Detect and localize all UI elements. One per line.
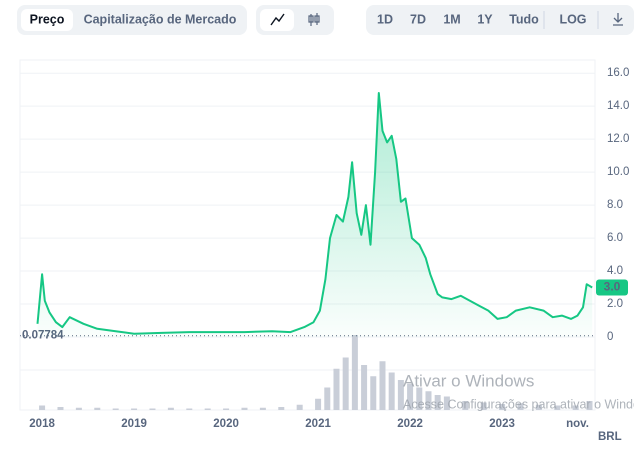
volume-bar: [241, 407, 248, 410]
y-tick-label: 0: [607, 331, 613, 343]
volume-bar: [554, 405, 561, 410]
volume-bar: [296, 404, 303, 410]
volume-bar: [388, 372, 395, 410]
volume-bar: [572, 405, 579, 410]
volume-bar: [204, 408, 211, 410]
x-tick-label: 2021: [305, 418, 331, 430]
candle-icon[interactable]: [308, 13, 320, 26]
current-label: 3.0: [604, 280, 621, 294]
volume-bar: [149, 408, 156, 410]
volume-bar: [499, 404, 506, 410]
volume-bar: [223, 408, 230, 410]
volume-bar: [259, 407, 266, 410]
y-tick-label: 12.0: [607, 133, 629, 145]
currency: BRL: [598, 431, 622, 443]
y-tick-label: 14.0: [607, 100, 629, 112]
volume-bar: [75, 407, 82, 410]
volume-bar: [186, 408, 193, 410]
range-group: [366, 5, 634, 35]
y-tick-label: 6.0: [607, 232, 623, 244]
volume-bar: [462, 401, 469, 410]
range-button[interactable]: 1M: [443, 12, 460, 26]
y-tick-label: 8.0: [607, 199, 623, 211]
price-area: [37, 93, 593, 337]
y-tick-label: 4.0: [607, 265, 623, 277]
volume-bar: [351, 335, 358, 410]
chart-frame: [19, 59, 596, 411]
x-tick-label: 2018: [29, 418, 55, 430]
watermark-title: Ativar o Windows: [403, 371, 534, 390]
range-button[interactable]: 7D: [410, 12, 426, 26]
tab-selected-bg: [21, 9, 73, 31]
volume-bar: [361, 365, 368, 410]
volume-bar: [586, 401, 593, 410]
volume-bar: [315, 398, 322, 410]
x-tick-label: 2020: [213, 418, 239, 430]
y-tick-label: 16.0: [607, 67, 629, 79]
line-icon: [270, 13, 285, 26]
volume-bar: [370, 376, 377, 410]
volume-bar: [324, 387, 331, 410]
range-button[interactable]: 1Y: [477, 12, 493, 26]
volume-bar: [434, 395, 441, 410]
volume-bar: [480, 402, 487, 410]
y-tick-label: 10.0: [607, 166, 629, 178]
volume-bar: [94, 407, 101, 410]
volume-bar: [407, 383, 414, 410]
range-button[interactable]: Tudo: [509, 12, 539, 26]
volume-bar: [425, 391, 432, 410]
volume-bar: [443, 396, 450, 410]
x-tick-label: 2022: [397, 418, 423, 430]
volume-bar: [535, 404, 542, 410]
range-button[interactable]: 1D: [377, 12, 393, 26]
volume-bar: [112, 408, 119, 410]
volume-bar: [57, 407, 64, 410]
watermark-text: Acesse Configurações para ativar o Windo…: [403, 397, 634, 411]
price-line: [36, 92, 593, 335]
current-badge: [596, 279, 628, 296]
volume-bar: [379, 361, 386, 410]
tab-price[interactable]: Preço: [30, 12, 65, 26]
volume-bar: [131, 408, 138, 410]
volume-bar: [342, 357, 349, 410]
volume-bar: [517, 403, 524, 410]
tab-market-cap[interactable]: Capitalização de Mercado: [84, 12, 237, 26]
tab-group: [17, 5, 247, 35]
x-tick-label: nov.: [566, 418, 589, 430]
volume-bar: [333, 368, 340, 410]
download-icon[interactable]: [613, 13, 623, 26]
line-chart-button[interactable]: [260, 9, 294, 31]
volume-bar: [167, 407, 174, 410]
volume-bar: [397, 380, 404, 410]
volume-bar: [278, 407, 285, 410]
volume-bar: [39, 405, 46, 410]
log-button[interactable]: LOG: [559, 12, 586, 26]
plot: 0 2.0 4.0 6.0 8.0 10.0 12.0 14.0 16.0 2018 2019 202…: [20, 67, 629, 430]
y-tick-label: 2.0: [607, 298, 623, 310]
x-tick-label: 2019: [121, 418, 147, 430]
x-tick-label: 2023: [489, 418, 515, 430]
volume-bar: [416, 387, 423, 410]
